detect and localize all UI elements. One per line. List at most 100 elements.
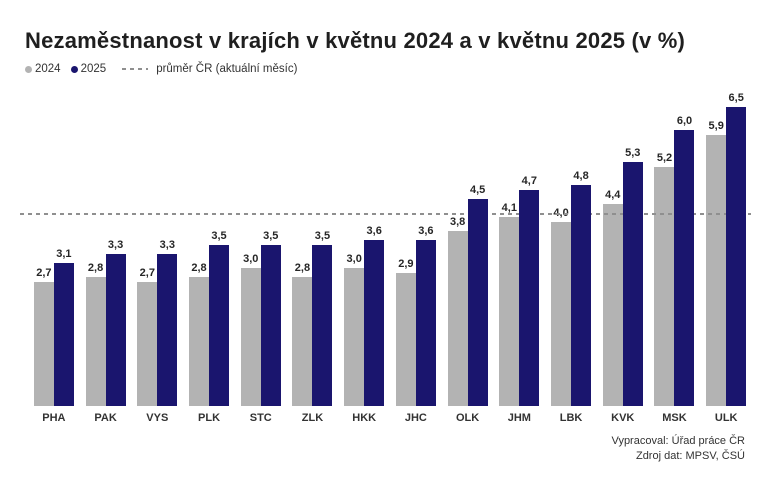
bar-2025-LBK [571,185,592,406]
value-label-2025-MSK: 6,0 [676,115,693,127]
bar-pair: 4,4 5,3 [597,0,649,406]
bar-2025-PLK [209,245,230,406]
bar-column-2024-LBK: 4,0 [551,207,572,406]
bar-2025-ULK [726,107,747,406]
bar-column-2025-STC: 3,5 [260,230,281,406]
category-label-ULK: ULK [714,412,738,424]
bar-2024-ZLK [292,277,313,406]
bar-group-JHC: 2,9 3,6 JHC [390,0,442,424]
bar-column-2024-JHM: 4,1 [499,202,520,406]
bar-2024-JHC [395,272,416,406]
bar-column-2024-PHA: 2,7 [33,266,54,406]
bar-pair: 5,2 6,0 [649,0,701,406]
bar-2025-JHM [519,189,540,406]
bar-pair: 2,8 3,3 [80,0,132,406]
value-label-2024-PHA: 2,7 [36,266,52,279]
bar-2024-ULK [706,134,727,406]
category-label-PHA: PHA [42,412,66,424]
bar-2025-MSK [674,130,695,406]
average-line [20,213,751,215]
bar-column-2024-PAK: 2,8 [85,262,106,406]
legend-item-average: průměr ČR (aktuální měsíc) [116,63,297,75]
value-label-2025-ULK: 6,5 [728,92,744,104]
bar-2024-PHA [33,281,54,406]
source-footer: Vypracoval: Úřad práce ČR Zdroj dat: MPS… [612,434,745,464]
bar-column-2024-MSK: 5,2 [654,152,675,406]
bar-group-HKK: 3,0 3,6 HKK [338,0,390,424]
bar-2024-HKK [344,268,365,406]
bar-2024-LBK [551,222,572,406]
legend-label-2024: 2024 [35,63,61,75]
bar-2024-PLK [189,277,210,406]
category-label-HKK: HKK [352,412,377,424]
value-label-2025-JHC: 3,6 [418,225,434,238]
bar-2024-MSK [654,166,675,406]
bar-group-ZLK: 2,8 3,5 ZLK [287,0,339,424]
bar-group-PLK: 2,8 3,5 PLK [183,0,235,424]
bar-group-ULK: 5,9 6,5 ULK [700,0,752,424]
bar-column-2025-JHC: 3,6 [415,225,436,406]
value-label-2024-KVK: 4,4 [605,188,621,201]
category-label-JHC: JHC [404,412,427,424]
value-label-2025-PAK: 3,3 [107,239,124,252]
category-label-LBK: LBK [559,412,583,424]
category-label-JHM: JHM [507,412,531,424]
bar-column-2025-ULK: 6,5 [726,92,747,406]
value-label-2025-LBK: 4,8 [573,170,589,183]
bar-column-2025-LBK: 4,8 [571,170,592,406]
bar-column-2025-VYS: 3,3 [157,239,178,406]
bar-pair: 2,7 3,1 [28,0,80,406]
bar-group-LBK: 4,0 4,8 LBK [545,0,597,424]
bar-group-MSK: 5,2 6,0 MSK [649,0,701,424]
bar-pair: 4,1 4,7 [493,0,545,406]
category-label-PLK: PLK [198,412,221,424]
bar-column-2025-PAK: 3,3 [105,239,126,406]
bar-2025-VYS [157,254,178,406]
value-label-2024-ULK: 5,9 [708,119,724,132]
value-label-2025-PHA: 3,1 [56,248,72,261]
bar-pair: 2,8 3,5 [183,0,235,406]
bar-2025-OLK [467,199,488,406]
chart-legend: 2024 2025 průměr ČR (aktuální měsíc) [25,63,307,75]
value-label-2024-HKK: 3,0 [346,253,362,265]
bar-column-2025-OLK: 4,5 [467,184,488,406]
bar-2025-JHC [415,240,436,406]
legend-dot-2024-icon [25,65,32,73]
value-label-2025-ZLK: 3,5 [314,230,331,242]
value-label-2024-JHM: 4,1 [501,202,517,215]
bar-pair: 5,9 6,5 [700,0,752,406]
bar-column-2025-KVK: 5,3 [622,147,643,406]
category-label-KVK: KVK [611,412,635,424]
value-label-2025-OLK: 4,5 [469,184,486,196]
value-label-2025-HKK: 3,6 [366,225,382,238]
footer-author: Vypracoval: Úřad práce ČR [611,435,745,447]
plot-area: 2,7 3,1 PHA 2,8 3,3 PAK 2,7 3,3 VYS 2,8 3,5 PLK 3,0 3… [28,0,752,424]
footer-source: Zdroj dat: MPSV, ČSÚ [635,450,745,462]
bar-2024-OLK [447,231,468,406]
bar-column-2024-VYS: 2,7 [137,266,158,406]
category-label-OLK: OLK [455,412,480,424]
bar-pair: 3,8 4,5 [442,0,494,406]
bar-group-PHA: 2,7 3,1 PHA [28,0,80,424]
bar-column-2024-HKK: 3,0 [344,253,365,406]
legend-label-2025: 2025 [80,63,107,75]
bar-2025-STC [260,245,281,406]
bar-pair: 3,0 3,5 [235,0,287,406]
bar-group-OLK: 3,8 4,5 OLK [442,0,494,424]
bar-group-PAK: 2,8 3,3 PAK [80,0,132,424]
bar-2024-VYS [137,281,158,406]
value-label-2025-STC: 3,5 [263,230,279,242]
value-label-2025-JHM: 4,7 [521,174,537,187]
bar-column-2024-ULK: 5,9 [706,119,727,406]
bar-pair: 3,0 3,6 [338,0,390,406]
value-label-2025-VYS: 3,3 [159,239,175,252]
bar-column-2025-PLK: 3,5 [209,230,230,406]
value-label-2024-OLK: 3,8 [449,216,466,229]
bar-pair: 4,0 4,8 [545,0,597,406]
bar-pair: 2,8 3,5 [287,0,339,406]
value-label-2024-VYS: 2,7 [139,266,155,279]
bar-pair: 2,7 3,3 [131,0,183,406]
value-label-2025-PLK: 3,5 [211,230,227,242]
bar-group-KVK: 4,4 5,3 KVK [597,0,649,424]
